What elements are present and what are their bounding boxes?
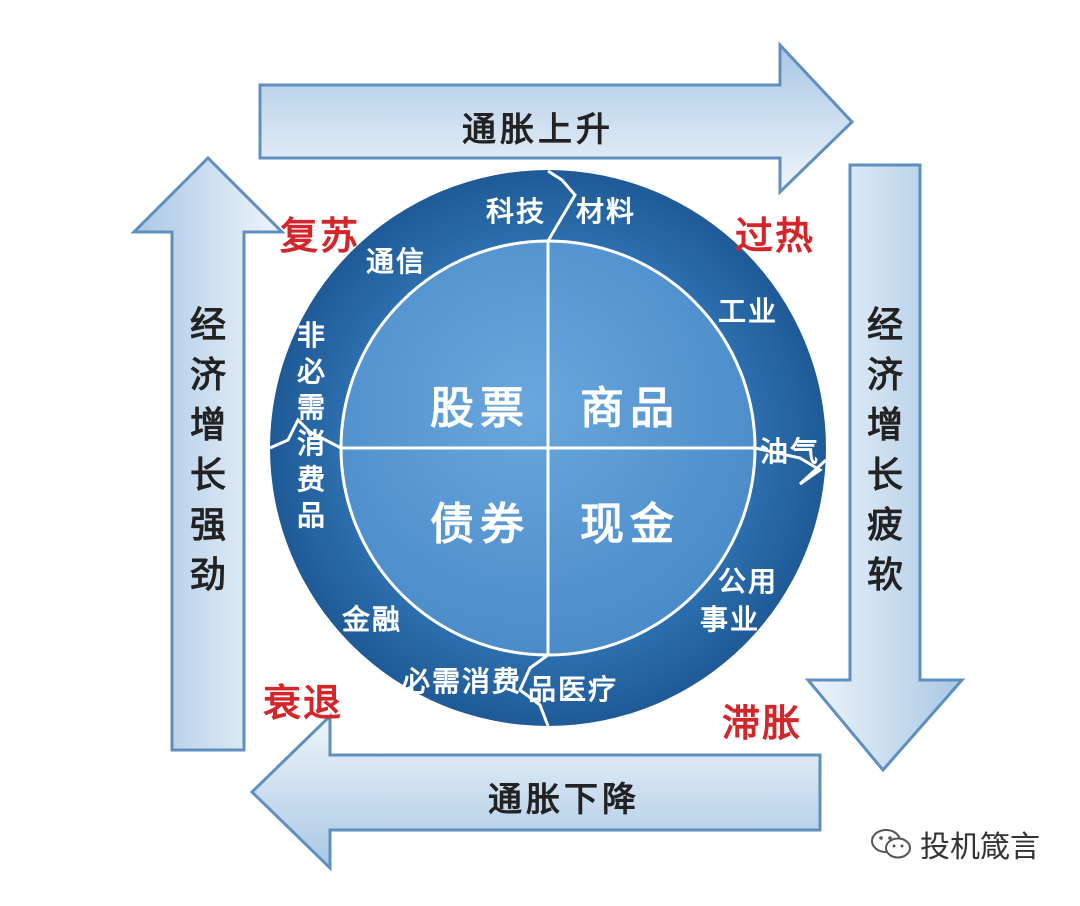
asset-stocks: 股票 <box>430 383 530 434</box>
sector-utilities-line2: 事业 <box>700 603 761 636</box>
sector-utilities-line1: 公用 <box>718 565 779 598</box>
arrow-bottom <box>249 712 822 872</box>
wechat-icon <box>871 829 911 859</box>
sector-materials: 材料 <box>576 195 637 228</box>
label-growth-weak: 经济增长疲软 <box>866 304 903 596</box>
ring-divider-left <box>269 417 342 450</box>
label-inflation-rising: 通胀上升 <box>462 110 614 150</box>
arrow-left <box>130 155 286 752</box>
watermark-text: 投机箴言 <box>920 830 1040 865</box>
label-inflation-falling: 通胀下降 <box>488 780 640 820</box>
asset-commodities: 商品 <box>580 383 680 434</box>
sector-tech: 科技 <box>486 195 547 228</box>
sector-discretionary: 非必需消费品 <box>296 319 325 532</box>
sector-healthcare: 品医疗 <box>528 673 619 706</box>
sector-telecom: 通信 <box>366 245 427 278</box>
phase-overheat: 过热 <box>735 213 816 258</box>
asset-bonds: 债券 <box>430 499 530 550</box>
phase-stagflation: 滞胀 <box>722 700 803 745</box>
ring-divider-bottom <box>518 653 550 727</box>
arrow-right <box>804 163 966 773</box>
sector-industry: 工业 <box>718 295 779 328</box>
ring-divider-top <box>546 169 577 242</box>
sector-staples: 必需消费 <box>402 665 523 698</box>
phase-recession: 衰退 <box>263 680 344 725</box>
arrow-top <box>258 41 855 196</box>
phase-recovery: 复苏 <box>280 213 361 258</box>
label-growth-strong: 经济增长强劲 <box>189 304 226 596</box>
ring-divider-right <box>754 446 828 486</box>
watermark: 投机箴言 <box>870 822 1040 866</box>
sector-oil-gas: 油气 <box>760 435 821 468</box>
asset-cash: 现金 <box>580 499 680 550</box>
sector-finance: 金融 <box>342 603 403 636</box>
